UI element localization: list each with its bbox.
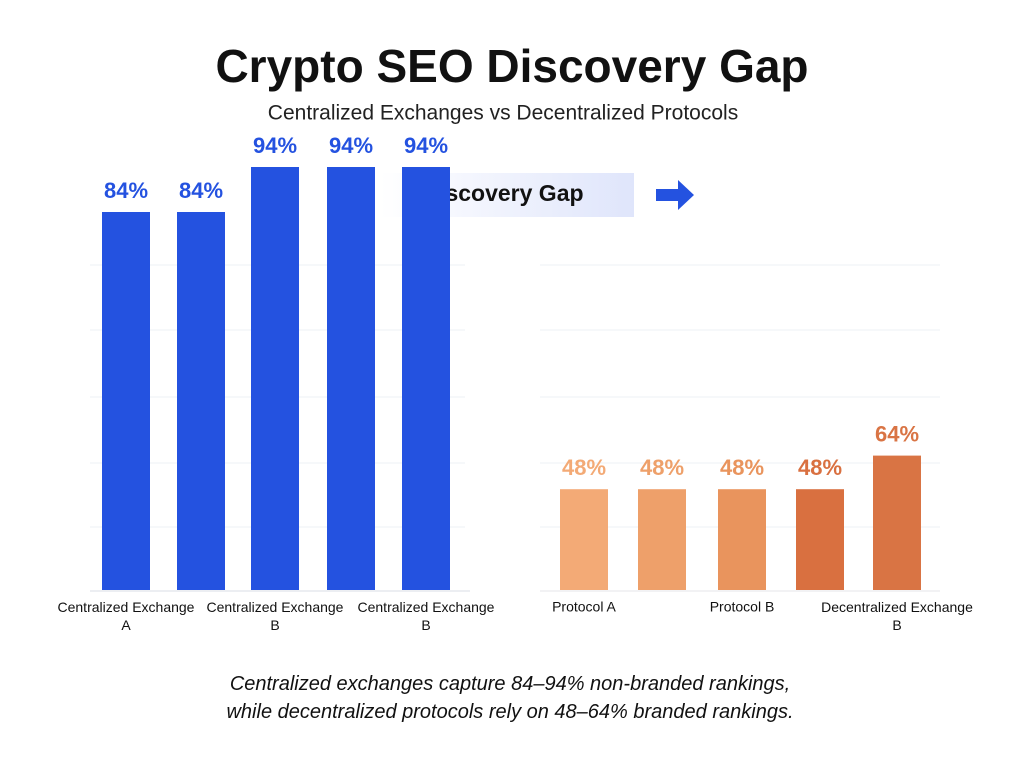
bar <box>402 167 450 590</box>
bar <box>796 489 844 590</box>
arrow <box>656 180 694 210</box>
value-label: 84% <box>179 178 223 203</box>
value-label: 48% <box>720 455 764 480</box>
bar <box>638 489 686 590</box>
value-label: 84% <box>104 178 148 203</box>
value-label: 94% <box>404 133 448 158</box>
bar <box>327 167 375 590</box>
value-label: 94% <box>329 133 373 158</box>
bar <box>251 167 299 590</box>
bar <box>873 455 921 590</box>
subtitle: Centralized Exchanges vs Decentralized P… <box>268 102 738 125</box>
value-label: 94% <box>253 133 297 158</box>
value-label: 48% <box>640 455 684 480</box>
bar <box>102 212 150 590</box>
value-label: 48% <box>798 455 842 480</box>
value-label: 64% <box>875 421 919 446</box>
x-tick-label: Centralized Exchange B <box>207 599 344 633</box>
bar <box>718 489 766 590</box>
bar <box>560 489 608 590</box>
bar <box>177 212 225 590</box>
x-tick-label: Decentralized Exchange B <box>821 599 973 633</box>
value-label: 48% <box>562 455 606 480</box>
x-tick-label: Protocol B <box>710 599 775 615</box>
x-tick-label: Centralized Exchange A <box>58 599 195 633</box>
x-tick-label: Protocol A <box>552 599 616 615</box>
title: Crypto SEO Discovery Gap <box>215 40 808 92</box>
x-tick-label: Centralized Exchange B <box>358 599 495 633</box>
caption-box: Centralized exchanges capture 84–94% non… <box>226 673 794 723</box>
caption: Centralized exchanges capture 84–94% non… <box>226 673 794 723</box>
